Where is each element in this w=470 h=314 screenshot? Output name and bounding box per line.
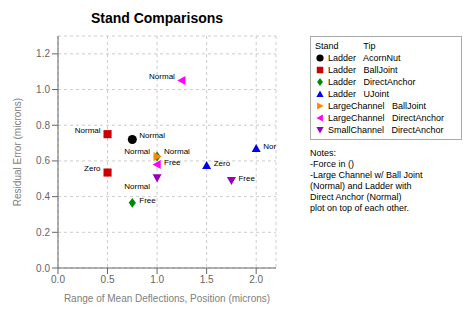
- html-text:Ladder BallJoint: Ladder BallJoint: [328, 65, 398, 75]
- html-text:Ladder UJoint: Ladder UJoint: [328, 89, 389, 99]
- svg-text:0.0: 0.0: [36, 263, 50, 274]
- svg-text:1.0: 1.0: [150, 274, 164, 285]
- svg-text:1.2: 1.2: [36, 48, 50, 59]
- html-text:Ladder AcornNut: Ladder AcornNut: [328, 53, 401, 63]
- svg-text:0.2: 0.2: [36, 227, 50, 238]
- svg-text:0.0: 0.0: [51, 274, 65, 285]
- svg-text:Free: Free: [238, 174, 255, 183]
- html-text:Ladder DirectAnchor: Ladder DirectAnchor: [328, 77, 416, 87]
- svg-text:2.0: 2.0: [249, 274, 263, 285]
- svg-text:Zero: Zero: [84, 164, 101, 173]
- html-text:Stand Comparisons: Stand Comparisons: [90, 10, 224, 26]
- svg-text:0.6: 0.6: [36, 155, 50, 166]
- svg-text:Range of Mean Deflections, Pos: Range of Mean Deflections, Position (mic…: [64, 293, 270, 304]
- svg-text:Normal: Normal: [263, 142, 276, 151]
- html-text:Stand Tip: Stand Tip: [315, 41, 376, 51]
- svg-text:0.5: 0.5: [101, 274, 115, 285]
- svg-text:Residual Error (microns): Residual Error (microns): [12, 98, 23, 206]
- svg-text:Normal: Normal: [124, 147, 150, 156]
- svg-text:Normal: Normal: [164, 147, 190, 156]
- svg-text:1.5: 1.5: [200, 274, 214, 285]
- svg-text:Normal: Normal: [149, 72, 175, 81]
- svg-text:Free: Free: [139, 196, 156, 205]
- svg-text:0.8: 0.8: [36, 120, 50, 131]
- html-text:Notes:: Notes:: [310, 148, 336, 158]
- html-text:(Normal) and Ladder with: (Normal) and Ladder with: [310, 181, 412, 191]
- svg-text:Zero: Zero: [214, 159, 231, 168]
- svg-text:Normal: Normal: [139, 131, 165, 140]
- svg-text:Normal: Normal: [124, 182, 150, 191]
- html-text:LargeChannel BallJoint: LargeChannel BallJoint: [328, 101, 427, 111]
- html-text:plot on top of each other.: plot on top of each other.: [310, 203, 410, 213]
- html-text:-Force in (): -Force in (): [310, 159, 354, 169]
- html-text:LargeChannel DirectAnchor: LargeChannel DirectAnchor: [328, 113, 445, 123]
- svg-text:1.0: 1.0: [36, 84, 50, 95]
- html-text:Direct Anchor (Normal): Direct Anchor (Normal): [310, 192, 402, 202]
- svg-text:0.4: 0.4: [36, 191, 50, 202]
- svg-text:Free: Free: [164, 158, 181, 167]
- html-text:SmallChannel DirectAnchor: SmallChannel DirectAnchor: [328, 125, 444, 135]
- svg-text:Normal: Normal: [75, 126, 101, 135]
- html-text:-Large Channel w/ Ball Joint: -Large Channel w/ Ball Joint: [310, 170, 423, 180]
